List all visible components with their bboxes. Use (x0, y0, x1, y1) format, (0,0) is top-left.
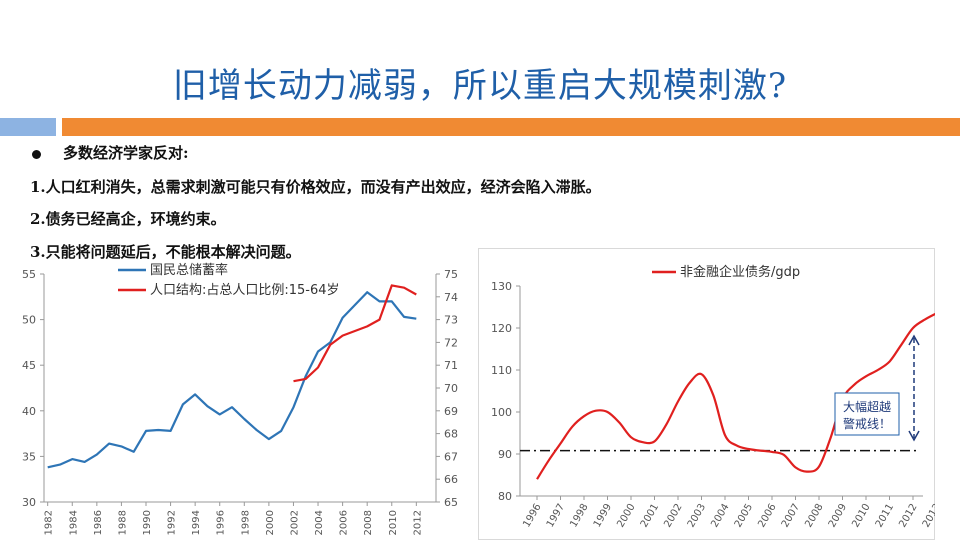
point-1: 1.人口红利消失，总需求刺激可能只有价格效应，而没有产出效应，经济会陷入滞胀。 (30, 178, 601, 196)
x-tick-label: 2012 (412, 510, 423, 535)
x-tick-label: 2004 (314, 510, 325, 535)
x-tick-label: 2006 (756, 502, 778, 530)
y-tick-label: 80 (498, 490, 512, 503)
y-tick-label: 50 (22, 314, 36, 327)
legend-label-savings: 国民总储蓄率 (150, 262, 228, 278)
x-tick-label: 1984 (68, 510, 79, 535)
x-tick-label: 2010 (850, 502, 872, 530)
x-tick-label: 2005 (733, 502, 755, 530)
y2-tick-label: 70 (444, 382, 458, 395)
y-tick-label: 130 (491, 280, 512, 293)
y2-tick-label: 69 (444, 405, 458, 418)
point-3: 3.只能将问题延后，不能根本解决问题。 (30, 243, 301, 261)
y2-tick-label: 74 (444, 291, 458, 304)
point-2: 2.债务已经高企，环境约束。 (30, 210, 226, 228)
x-tick-label: 2010 (388, 510, 399, 535)
y-tick-label: 90 (498, 448, 512, 461)
page-title: 旧增长动力减弱，所以重启大规模刺激? (172, 66, 788, 106)
y2-tick-label: 68 (444, 428, 458, 441)
annotation-box (834, 392, 900, 436)
bullet-dot-icon (32, 149, 41, 159)
header-band-orange (62, 118, 960, 136)
legend-label-population: 人口结构:占总人口比例:15-64岁 (150, 283, 340, 298)
chart-savings-demography: 30 35 40 45 50 55 65 66 67 68 69 70 71 72 73 74 75 1982… (22, 262, 458, 535)
y2-tick-label: 72 (444, 336, 458, 349)
x-tick-label: 2004 (709, 502, 731, 530)
y2-tick-label: 67 (444, 450, 458, 463)
annotation: 大幅超越 警戒线！ (834, 334, 920, 442)
series-line-debt (536, 312, 935, 480)
series-line-population (293, 284, 417, 383)
x-tick-label: 1997 (545, 502, 567, 530)
y2-tick-label: 71 (444, 359, 458, 372)
x-tick-label: 1986 (93, 510, 104, 535)
x-tick-label: 2002 (289, 510, 300, 535)
x-tick-label: 2008 (363, 510, 374, 535)
y2-tick-label: 75 (444, 268, 458, 281)
x-tick-label: 2006 (339, 510, 350, 535)
x-tick-label: 1998 (240, 510, 251, 535)
y2-tick-label: 65 (444, 496, 458, 509)
y-tick-label: 35 (22, 450, 36, 463)
y-tick-label: 30 (22, 496, 36, 509)
x-tick-label: 2002 (662, 502, 684, 530)
x-tick-label: 1982 (44, 510, 55, 535)
x-tick-label: 2003 (686, 502, 708, 530)
y-tick-label: 120 (491, 322, 512, 335)
y2-tick-label: 66 (444, 473, 458, 486)
legend-label-debt: 非金融企业债务/gdp (680, 264, 800, 280)
y-tick-label: 110 (491, 364, 512, 377)
legend: 非金融企业债务/gdp (652, 264, 800, 280)
x-tick-label: 2000 (615, 502, 637, 530)
x-tick-label: 1996 (521, 502, 543, 530)
y-tick-label: 40 (22, 405, 36, 418)
y-tick-label: 55 (22, 268, 36, 281)
y2-tick-label: 73 (444, 314, 458, 327)
bullet-header: 多数经济学家反对: (32, 142, 189, 163)
x-tick-label: 1996 (216, 510, 227, 535)
x-tick-label: 1994 (191, 510, 202, 535)
annotation-line-1: 大幅超越 (843, 399, 891, 414)
x-tick-label: 2007 (780, 502, 802, 530)
legend: 国民总储蓄率 人口结构:占总人口比例:15-64岁 (118, 262, 340, 298)
x-tick-label: 1998 (568, 502, 590, 530)
x-tick-label: 2009 (827, 502, 849, 530)
x-tick-label: 1999 (592, 502, 614, 530)
arrow-up-icon (908, 334, 920, 346)
y-tick-label: 100 (491, 406, 512, 419)
x-tick-label: 2011 (874, 502, 896, 530)
arrow-down-icon (908, 430, 920, 442)
annotation-line-2: 警戒线！ (843, 416, 891, 431)
x-tick-label: 2013 (921, 502, 935, 530)
x-tick-label: 2012 (897, 502, 919, 530)
x-tick-label: 1988 (117, 510, 128, 535)
x-tick-label: 2001 (639, 502, 661, 530)
bullet-header-text: 多数经济学家反对: (63, 144, 189, 162)
y-tick-label: 45 (22, 359, 36, 372)
x-tick-label: 1990 (142, 510, 153, 535)
series-line-savings (47, 291, 417, 469)
header-band-blue (0, 118, 56, 136)
x-tick-label: 1992 (167, 510, 178, 535)
x-tick-label: 2000 (265, 510, 276, 535)
x-tick-label: 2008 (803, 502, 825, 530)
